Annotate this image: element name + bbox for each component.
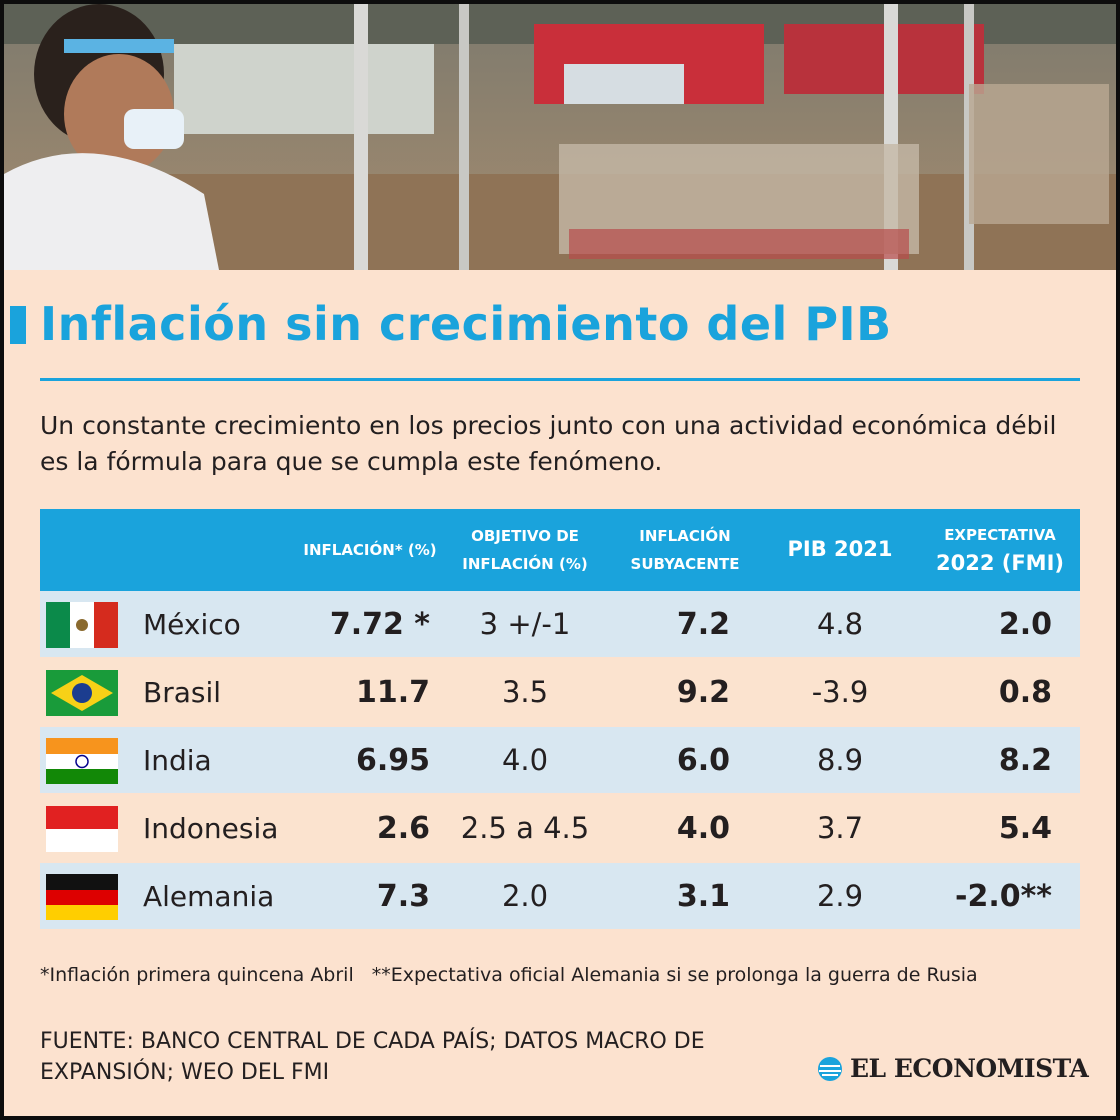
source-note: FUENTE: BANCO CENTRAL DE CADA PAÍS; DATO…: [40, 1029, 705, 1085]
footnote-inflation: *Inflación primera quincena Abril: [40, 964, 354, 986]
target-value: 3 +/-1: [479, 607, 571, 641]
inflation-value: 7.3: [376, 878, 430, 914]
outlook-value: 5.4: [998, 810, 1052, 846]
target-value: 2.5 a 4.5: [460, 811, 590, 845]
inflation-value: 2.6: [376, 810, 430, 846]
infographic: Inflación sin crecimiento del PIB Un con…: [4, 4, 1116, 1116]
header-target-line2: INFLACIÓN (%): [462, 555, 588, 573]
outlook-value: 0.8: [998, 674, 1052, 710]
target-value: 2.0: [501, 879, 549, 913]
header-target: OBJETIVO DE INFLACIÓN (%): [450, 509, 600, 591]
outlook-value: -2.0**: [955, 878, 1052, 914]
header-core-line1: INFLACIÓN: [639, 527, 731, 545]
country-name: México: [143, 607, 241, 641]
flag-mexico-icon: [46, 602, 118, 648]
country-name: Brasil: [143, 675, 222, 709]
header-target-line1: OBJETIVO DE: [471, 527, 579, 545]
header-core: INFLACIÓN SUBYACENTE: [620, 509, 750, 591]
globe-icon: [818, 1056, 842, 1081]
data-table: INFLACIÓN* (%) OBJETIVO DE INFLACIÓN (%) …: [40, 509, 1080, 931]
inflation-value: 7.72 *: [329, 606, 430, 642]
target-value: 3.5: [501, 675, 549, 709]
flag-brazil-icon: [46, 670, 118, 716]
header-outlook: EXPECTATIVA 2022 (FMI): [930, 509, 1070, 591]
intro-text: Un constante crecimiento en los precios …: [40, 411, 1057, 476]
gdp-value: 3.7: [816, 811, 864, 845]
outlook-value: 8.2: [998, 742, 1052, 778]
flag-indonesia-icon: [46, 806, 118, 852]
gdp-value: 8.9: [816, 743, 864, 777]
header-outlook-line1: EXPECTATIVA: [944, 526, 1056, 544]
country-name: India: [143, 743, 212, 777]
header-photo: [4, 4, 1116, 270]
core-value: 3.1: [676, 878, 730, 914]
table-row: India 6.95 4.0 6.0 8.9 8.2: [40, 727, 1080, 795]
header-gdp: PIB 2021: [785, 509, 895, 591]
logo-text: EL ECONOMISTA: [850, 1054, 1089, 1083]
core-value: 4.0: [676, 810, 730, 846]
header-inflation-label: INFLACIÓN* (%): [303, 541, 437, 559]
gdp-value: -3.9: [811, 675, 869, 709]
footnote-germany: **Expectativa oficial Alemania si se pro…: [371, 964, 978, 986]
table-header: INFLACIÓN* (%) OBJETIVO DE INFLACIÓN (%) …: [40, 509, 1080, 591]
outlook-value: 2.0: [998, 606, 1052, 642]
gdp-value: 2.9: [816, 879, 864, 913]
country-name: Indonesia: [143, 811, 279, 845]
target-value: 4.0: [501, 743, 549, 777]
core-value: 6.0: [676, 742, 730, 778]
header-core-line2: SUBYACENTE: [630, 555, 740, 573]
header-gdp-label: PIB 2021: [787, 537, 893, 561]
country-name: Alemania: [143, 879, 275, 913]
header-outlook-line2: 2022 (FMI): [935, 551, 1064, 575]
table-row: Indonesia 2.6 2.5 a 4.5 4.0 3.7 5.4: [40, 795, 1080, 863]
flag-germany-icon: [46, 874, 118, 920]
market-stall-photo: [4, 4, 1116, 270]
table-row: Alemania 7.3 2.0 3.1 2.9 -2.0**: [40, 863, 1080, 931]
header-inflation: INFLACIÓN* (%): [290, 509, 450, 591]
core-value: 7.2: [676, 606, 730, 642]
chart-title: Inflación sin crecimiento del PIB: [40, 297, 892, 351]
title-accent-bar: [10, 306, 26, 344]
inflation-value: 11.7: [355, 674, 430, 710]
inflation-value: 6.95: [355, 742, 430, 778]
core-value: 9.2: [676, 674, 730, 710]
footnotes: *Inflación primera quincena Abril **Expec…: [40, 964, 1100, 986]
gdp-value: 4.8: [816, 607, 864, 641]
table-row: México 7.72 * 3 +/-1 7.2 4.8 2.0: [40, 591, 1080, 659]
publisher-logo: EL ECONOMISTA: [816, 1054, 1089, 1083]
flag-india-icon: [46, 738, 118, 784]
table-row: Brasil 11.7 3.5 9.2 -3.9 0.8: [40, 659, 1080, 727]
title-divider: [40, 378, 1080, 381]
